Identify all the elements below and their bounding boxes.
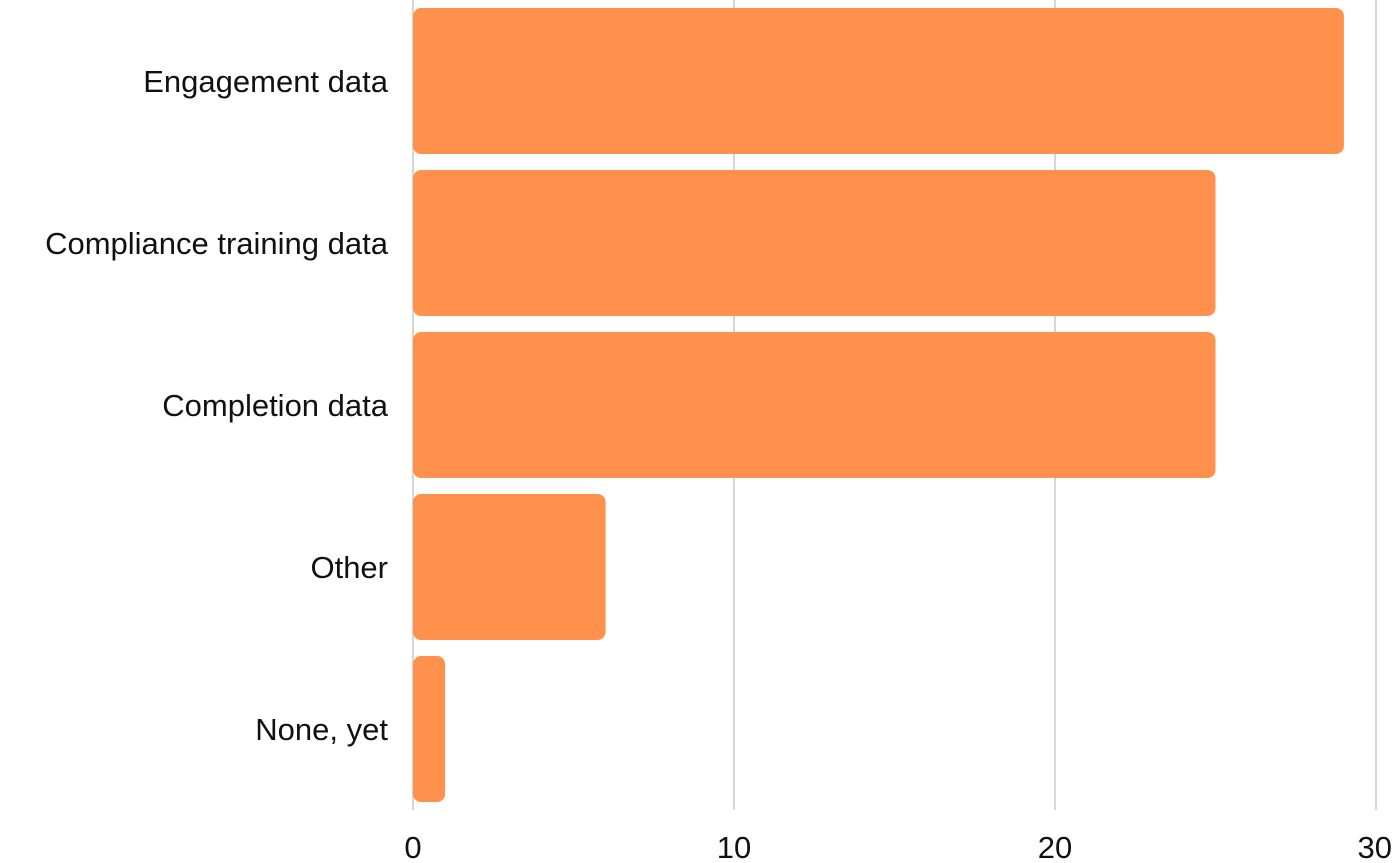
bar-other: [413, 494, 606, 640]
x-tick-label: 0: [404, 830, 421, 863]
x-tick-label: 30: [1358, 830, 1392, 863]
x-tick-label: 10: [717, 830, 751, 863]
bar-none-yet: [413, 656, 446, 802]
category-label: None, yet: [255, 712, 388, 747]
bar-compliance-training-data: [413, 170, 1216, 316]
category-label: Engagement data: [143, 64, 389, 99]
x-tick-label: 20: [1038, 830, 1072, 863]
category-label: Compliance training data: [45, 226, 389, 261]
bar-engagement-data: [413, 8, 1344, 154]
category-label: Other: [310, 550, 388, 585]
x-axis-tick-labels: 0 10 20 30: [404, 830, 1392, 863]
bars: [413, 8, 1344, 802]
bar-completion-data: [413, 332, 1216, 478]
category-label: Completion data: [162, 388, 389, 423]
category-labels: Engagement data Compliance training data C…: [45, 64, 389, 747]
